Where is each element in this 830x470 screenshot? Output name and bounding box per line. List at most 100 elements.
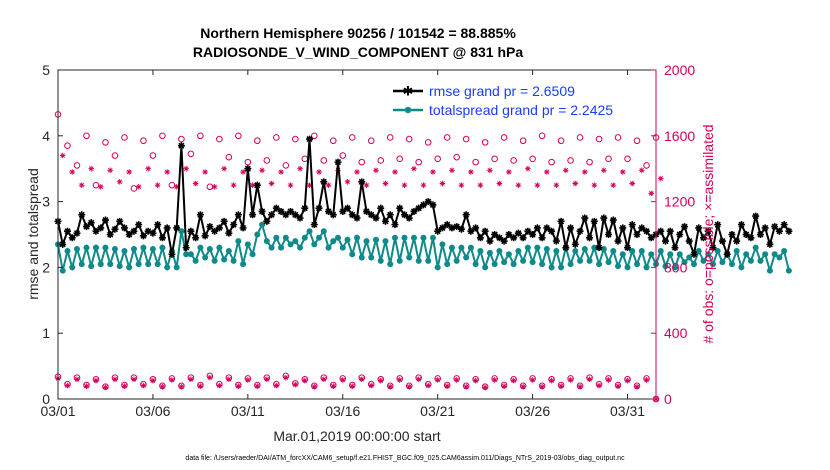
obs-assimilated-upper-point (297, 165, 303, 172)
obs-assimilated-lower-point (615, 383, 621, 389)
rmse-point (690, 250, 698, 258)
obs-assimilated-upper-point (107, 167, 114, 174)
rmse-point (519, 234, 527, 242)
y-tick-label: 3 (42, 194, 50, 210)
totalspread-point (695, 247, 702, 254)
obs-assimilated-lower-point (558, 383, 564, 389)
totalspread-point (382, 238, 389, 245)
rmse-point (277, 207, 285, 215)
totalspread-point (700, 257, 707, 264)
obs-assimilated-upper-point (506, 169, 512, 175)
rmse-point (206, 223, 214, 231)
obs-assimilated-lower-point (548, 377, 555, 384)
rmse-point (268, 211, 276, 219)
obs-assimilated-lower-point (349, 383, 356, 389)
totalspread-point (249, 251, 256, 258)
obs-assimilated-lower-point (245, 377, 251, 383)
totalspread-point (624, 264, 631, 271)
obs-possible-upper-point (329, 137, 337, 145)
obs-assimilated-lower-point (472, 377, 479, 384)
totalspread-point (259, 221, 266, 228)
obs-assimilated-upper-point (173, 183, 180, 190)
totalspread-point (709, 261, 716, 268)
obs-assimilated-upper-point (525, 165, 531, 172)
x-tick-label: 03/31 (610, 403, 645, 419)
totalspread-point (752, 244, 759, 251)
obs-assimilated-upper-point (202, 169, 208, 175)
legend-spread-label: totalspread grand pr = 2.2425 (429, 102, 613, 118)
obs-possible-upper-point (586, 158, 593, 166)
obs-assimilated-lower-point (491, 377, 498, 383)
rmse-point (576, 227, 584, 235)
rmse-point (699, 234, 707, 242)
obs-assimilated-upper-point (430, 169, 436, 175)
rmse-point (590, 217, 598, 225)
rmse-point (177, 142, 185, 150)
totalspread-point (453, 257, 460, 264)
totalspread-point (581, 245, 588, 252)
rmse-point (358, 178, 366, 186)
rmse-point (130, 227, 138, 235)
rmse-point (557, 217, 565, 225)
totalspread-point (159, 244, 166, 251)
obs-possible-upper-point (519, 137, 527, 145)
totalspread-point (69, 264, 76, 271)
obs-assimilated-lower-point (463, 384, 469, 390)
obs-possible-upper-point (358, 158, 366, 166)
obs-possible-upper-point (624, 155, 631, 163)
obs-possible-upper-point (605, 155, 612, 163)
obs-assimilated-upper-point (382, 180, 389, 187)
rmse-point (348, 211, 356, 219)
totalspread-point (292, 238, 299, 245)
totalspread-point (757, 257, 764, 264)
totalspread-point (648, 251, 655, 258)
obs-possible-upper-point (178, 135, 185, 143)
obs-assimilated-upper-point (287, 182, 294, 188)
totalspread-point (762, 251, 769, 258)
totalspread-point (235, 238, 242, 245)
rmse-point (666, 227, 674, 235)
totalspread-point (743, 251, 750, 258)
rmse-point (714, 221, 722, 229)
series-layer (54, 135, 793, 275)
totalspread-point (88, 263, 95, 270)
rmse-point (196, 211, 204, 219)
obs-assimilated-lower-point (311, 384, 318, 390)
rmse-point (424, 198, 432, 206)
rmse-point (187, 227, 195, 235)
rmse-point (239, 224, 247, 232)
obs-possible-upper-point (633, 137, 641, 145)
x-tick-label: 03/21 (420, 403, 455, 419)
rmse-point (605, 231, 613, 238)
totalspread-point (690, 261, 697, 268)
rmse-point (291, 211, 299, 219)
rmse-point (548, 227, 556, 235)
rmse-point (723, 250, 731, 258)
rmse-point (538, 234, 546, 242)
obs-assimilated-lower-point (396, 377, 403, 383)
totalspread-point (349, 251, 356, 258)
rmse-point (111, 225, 119, 233)
rmse-point (567, 224, 575, 232)
totalspread-point (444, 261, 451, 268)
totalspread-point (429, 234, 436, 241)
obs-assimilated-upper-point (145, 165, 151, 172)
rmse-point (87, 219, 95, 227)
legend-rmse-marker: ✱ (403, 84, 414, 99)
obs-assimilated-lower-point (64, 382, 71, 389)
obs-possible-upper-point (367, 137, 375, 145)
totalspread-point (686, 254, 693, 261)
obs-possible-upper-point (235, 132, 242, 140)
rmse-point (225, 229, 233, 237)
totalspread-point (434, 264, 441, 271)
obs-possible-upper-point (567, 157, 574, 164)
rmse-point (647, 234, 655, 242)
obs-possible-upper-point (339, 152, 347, 159)
obs-possible-upper-point (64, 142, 71, 149)
rmse-point (344, 204, 352, 212)
totalspread-point (311, 241, 318, 248)
rmse-point (628, 221, 636, 229)
obs-assimilated-lower-point (368, 382, 375, 389)
totalspread-point (629, 247, 636, 254)
